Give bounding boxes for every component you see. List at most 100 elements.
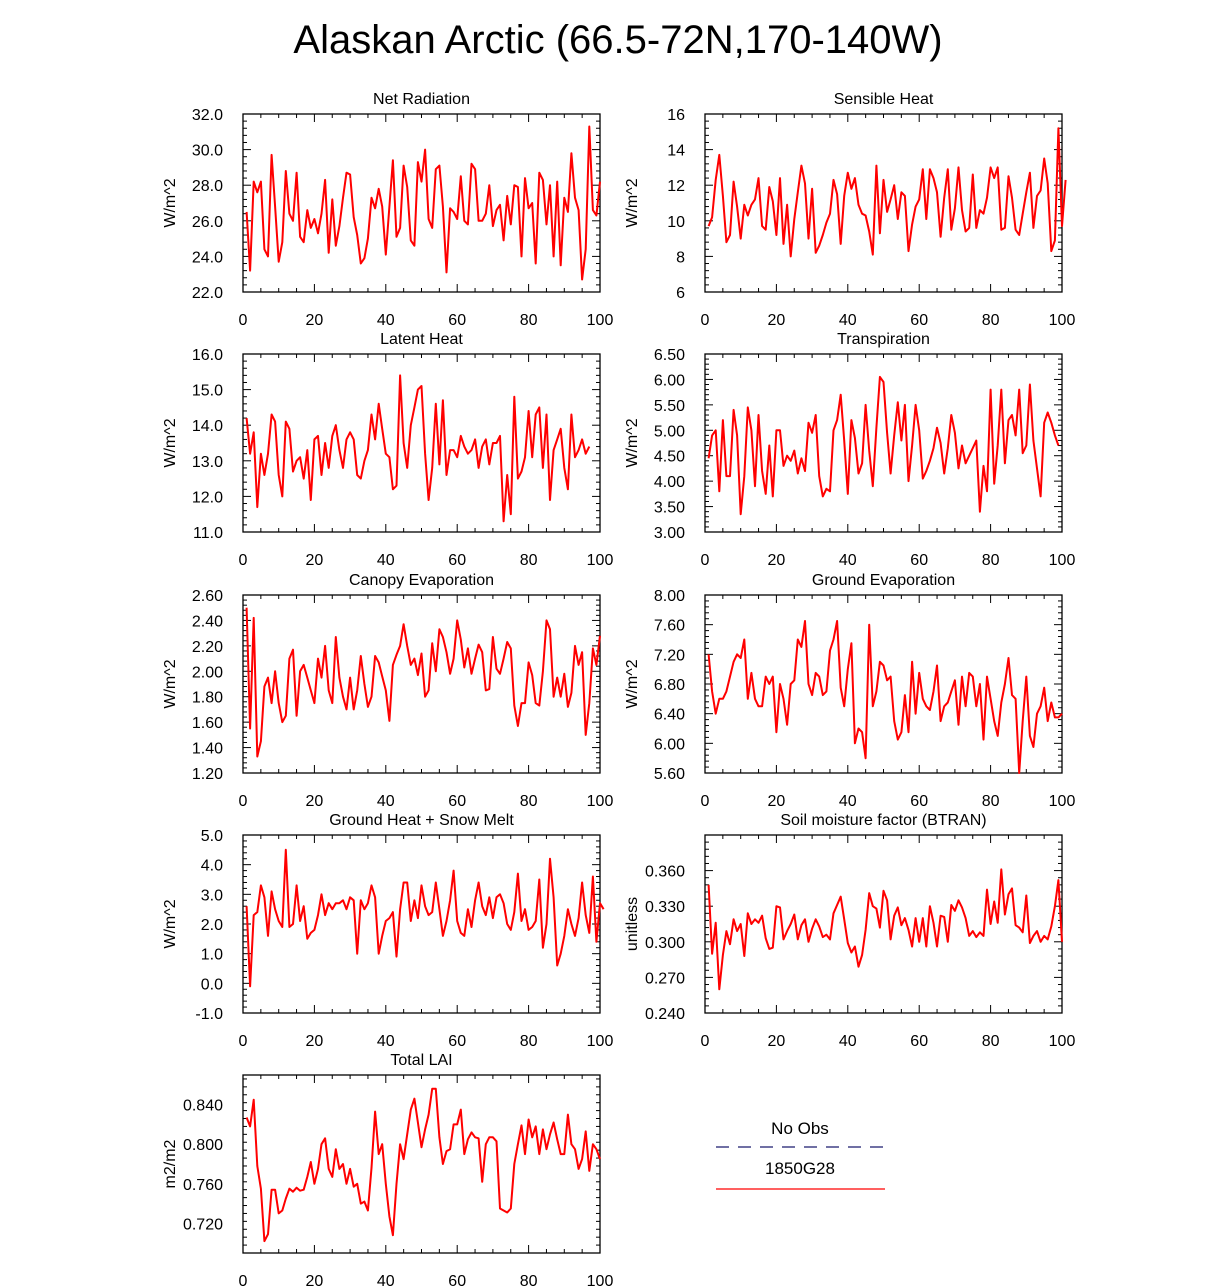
panel-title-ground-heat-snow-melt: Ground Heat + Snow Melt: [329, 812, 514, 829]
panel-title-canopy-evaporation: Canopy Evaporation: [349, 572, 494, 589]
y-tick-label: 32.0: [192, 107, 223, 124]
plot-frame-soil-moisture-factor-btran: [704, 834, 1063, 1014]
x-tick-label: 20: [768, 312, 786, 329]
panel-ground-heat-snow-melt: Ground Heat + Snow Melt W/m^2 0 20 40 60 80 100…: [162, 812, 613, 1050]
y-tick-label: 4.50: [654, 449, 685, 466]
y-axis-label-soil-moisture-factor-btran: unitless: [624, 897, 641, 951]
panel-net-radiation: Net Radiation W/m^2 0 20 40 60 80 100 22.0 24.0 26…: [162, 91, 613, 329]
panel-latent-heat: Latent Heat W/m^2 0 20 40 60 80 100 11.0 12.0 13.0…: [162, 331, 613, 569]
y-tick-label: 2.20: [192, 639, 223, 656]
y-tick-label: 2.00: [192, 664, 223, 681]
x-tick-label: 60: [448, 1033, 466, 1050]
panel-title-net-radiation: Net Radiation: [373, 91, 470, 108]
x-tick-label: 60: [448, 1273, 466, 1288]
y-tick-label: 12: [667, 178, 685, 195]
x-tick-label: 20: [306, 312, 324, 329]
panel-title-transpiration: Transpiration: [837, 331, 930, 348]
y-tick-label: 5.50: [654, 398, 685, 415]
main-title: Alaskan Arctic (66.5-72N,170-140W): [293, 18, 943, 62]
y-tick-label: 1.40: [192, 741, 223, 758]
y-tick-label: 5.0: [201, 828, 223, 845]
y-tick-label: 5.60: [654, 766, 685, 783]
x-tick-label: 0: [701, 793, 710, 810]
x-tick-label: 0: [239, 1033, 248, 1050]
y-tick-label: 16: [667, 107, 685, 124]
series-line-1850g28-total-lai: [245, 1087, 601, 1243]
series-line-1850g28-transpiration: [707, 375, 1060, 516]
x-tick-label: 80: [520, 1273, 538, 1288]
panel-canopy-evaporation: Canopy Evaporation W/m^2 0 20 40 60 80 100 1.20 1…: [162, 572, 613, 810]
y-tick-label: 3.00: [654, 525, 685, 542]
y-tick-label: 6.80: [654, 677, 685, 694]
x-tick-label: 40: [839, 552, 857, 569]
x-tick-label: 80: [520, 793, 538, 810]
x-tick-label: 20: [306, 1033, 324, 1050]
x-tick-label: 100: [587, 312, 614, 329]
x-tick-label: 80: [520, 1033, 538, 1050]
y-tick-label: 15.0: [192, 383, 223, 400]
x-tick-label: 0: [239, 1273, 248, 1288]
x-tick-label: 60: [910, 312, 928, 329]
series-line-1850g28-net-radiation: [245, 125, 601, 281]
y-tick-label: 22.0: [192, 285, 223, 302]
x-tick-label: 60: [448, 793, 466, 810]
y-tick-label: 2.40: [192, 613, 223, 630]
x-tick-label: 80: [982, 1033, 1000, 1050]
x-tick-label: 80: [520, 312, 538, 329]
y-tick-label: 16.0: [192, 347, 223, 364]
x-tick-label: 100: [587, 1033, 614, 1050]
x-tick-label: 60: [448, 312, 466, 329]
y-tick-label: 13.0: [192, 454, 223, 471]
y-tick-label: 1.0: [201, 947, 223, 964]
y-tick-label: 0.240: [645, 1006, 685, 1023]
x-tick-label: 60: [910, 552, 928, 569]
x-tick-label: 100: [587, 1273, 614, 1288]
y-tick-label: 0.0: [201, 976, 223, 993]
x-tick-label: 20: [306, 552, 324, 569]
x-tick-label: 0: [701, 1033, 710, 1050]
y-tick-label: 0.760: [183, 1177, 223, 1194]
y-tick-label: 26.0: [192, 214, 223, 231]
y-axis-label-ground-evaporation: W/m^2: [624, 659, 641, 708]
panel-title-total-lai: Total LAI: [390, 1052, 452, 1069]
x-tick-label: 60: [910, 1033, 928, 1050]
x-tick-label: 0: [239, 312, 248, 329]
y-axis-label-transpiration: W/m^2: [624, 418, 641, 467]
y-axis-label-latent-heat: W/m^2: [162, 418, 179, 467]
x-tick-label: 40: [377, 552, 395, 569]
x-tick-label: 20: [768, 1033, 786, 1050]
x-tick-label: 0: [239, 793, 248, 810]
legend: No Obs 1850G28: [716, 1119, 885, 1190]
y-tick-label: 1.60: [192, 715, 223, 732]
x-tick-label: 40: [839, 793, 857, 810]
series-line-1850g28-ground-evaporation: [707, 620, 1063, 774]
panel-title-latent-heat: Latent Heat: [380, 331, 463, 348]
y-tick-label: 14: [667, 143, 685, 160]
y-tick-label: 0.360: [645, 864, 685, 881]
y-tick-label: 10: [667, 214, 685, 231]
panel-total-lai: Total LAI m2/m2 0 20 40 60 80 100 0.720 0.760 0.80…: [162, 1052, 613, 1288]
y-tick-label: 3.50: [654, 500, 685, 517]
panel-ground-evaporation: Ground Evaporation W/m^2 0 20 40 60 80 100 5.60 6…: [624, 572, 1075, 810]
y-tick-label: 24.0: [192, 249, 223, 266]
y-tick-label: 0.720: [183, 1216, 223, 1233]
panel-title-ground-evaporation: Ground Evaporation: [812, 572, 955, 589]
panel-soil-moisture-factor-btran: Soil moisture factor (BTRAN) unitless 0 20 4…: [624, 812, 1075, 1050]
y-tick-label: 6: [676, 285, 685, 302]
y-tick-label: 30.0: [192, 143, 223, 160]
x-tick-label: 80: [982, 552, 1000, 569]
x-tick-label: 40: [839, 312, 857, 329]
x-tick-label: 40: [839, 1033, 857, 1050]
y-tick-label: 12.0: [192, 489, 223, 506]
y-tick-label: 1.20: [192, 766, 223, 783]
x-tick-label: 20: [306, 1273, 324, 1288]
y-tick-label: 14.0: [192, 418, 223, 435]
y-tick-label: 3.0: [201, 887, 223, 904]
y-tick-label: 4.00: [654, 474, 685, 491]
legend-label-1850g28: 1850G28: [765, 1159, 835, 1178]
x-tick-label: 40: [377, 1033, 395, 1050]
x-tick-label: 80: [982, 312, 1000, 329]
y-axis-label-total-lai: m2/m2: [162, 1139, 179, 1188]
y-tick-label: 6.40: [654, 707, 685, 724]
